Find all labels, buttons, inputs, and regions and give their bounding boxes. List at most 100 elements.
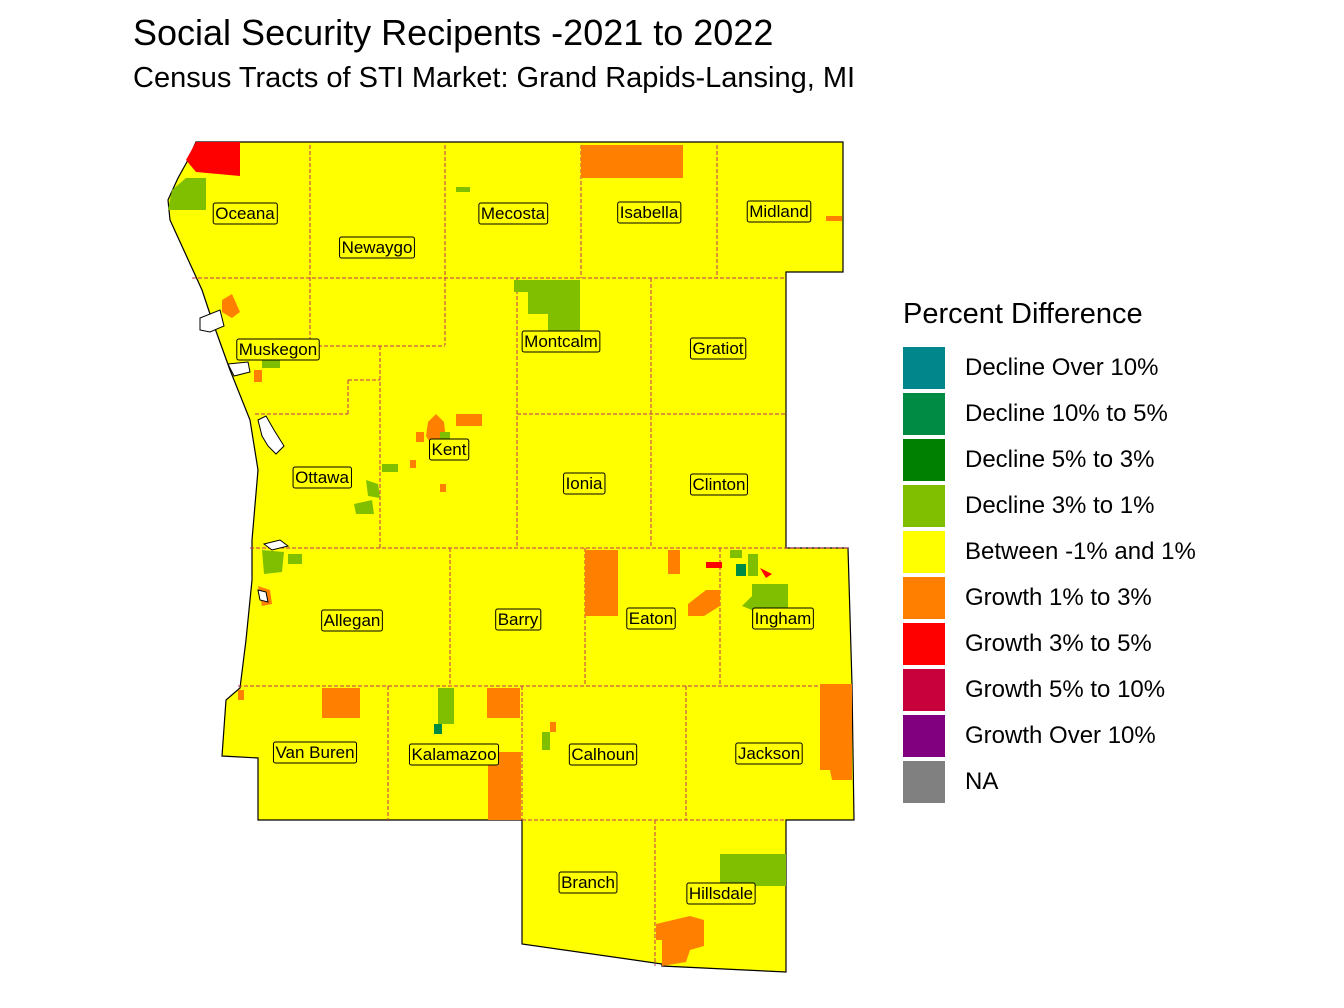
lake <box>227 361 251 377</box>
svg-text:Newaygo: Newaygo <box>342 238 413 257</box>
legend-item: Growth 5% to 10% <box>903 667 1196 713</box>
county-label-calhoun: Calhoun <box>568 743 638 766</box>
legend-item: Growth 3% to 5% <box>903 621 1196 667</box>
county-label-mecosta: Mecosta <box>478 202 549 225</box>
tract-growth-3-5 <box>186 142 240 176</box>
svg-text:Midland: Midland <box>749 202 809 221</box>
county-label-barry: Barry <box>495 608 542 631</box>
svg-text:Gratiot: Gratiot <box>692 339 743 358</box>
legend-swatch <box>903 393 945 435</box>
svg-text:Hillsdale: Hillsdale <box>689 884 753 903</box>
svg-text:Mecosta: Mecosta <box>481 204 546 223</box>
legend-label: Growth 1% to 3% <box>965 584 1152 611</box>
county-label-branch: Branch <box>558 871 618 894</box>
county-labels: Oceana Newaygo Mecosta Isabella Midland Muske… <box>212 200 814 905</box>
tract-growth-1-3 <box>581 145 683 178</box>
tract-growth-1-3 <box>416 432 424 442</box>
map-subtitle: Census Tracts of STI Market: Grand Rapid… <box>133 62 856 94</box>
tract-growth-1-3 <box>440 484 446 492</box>
tract-growth-1-3 <box>222 294 240 318</box>
legend-swatch <box>903 669 945 711</box>
county-label-hillsdale: Hillsdale <box>686 882 756 905</box>
lake <box>262 539 290 551</box>
tract-decline-3-1 <box>748 554 758 576</box>
svg-text:Montcalm: Montcalm <box>524 332 598 351</box>
tract-growth-1-3 <box>487 688 520 718</box>
tract-growth-3-5 <box>760 568 772 578</box>
tract-decline-3-1 <box>354 500 374 514</box>
county-label-gratiot: Gratiot <box>689 337 747 360</box>
tract-growth-1-3 <box>322 688 360 718</box>
tract-decline-3-1 <box>288 554 302 564</box>
tract-decline-3-1 <box>514 280 580 338</box>
water-bodies <box>199 309 290 603</box>
legend-swatch <box>903 761 945 803</box>
svg-text:Branch: Branch <box>561 873 615 892</box>
tract-growth-1-3 <box>668 550 680 574</box>
county-label-muskegon: Muskegon <box>236 338 320 361</box>
legend-label: Decline 3% to 1% <box>965 492 1155 519</box>
map-title: Social Security Recipents -2021 to 2022 <box>133 12 774 53</box>
legend-item: Decline 3% to 1% <box>903 483 1196 529</box>
tract-decline-3-1 <box>720 854 786 886</box>
lake <box>199 309 225 333</box>
county-label-clinton: Clinton <box>690 473 748 496</box>
legend-label: Growth 5% to 10% <box>965 676 1166 703</box>
legend-swatch <box>903 347 945 389</box>
svg-text:Barry: Barry <box>498 610 539 629</box>
legend-item: NA <box>903 759 1196 805</box>
tract-decline-3-1 <box>438 688 454 724</box>
legend-swatch <box>903 577 945 619</box>
svg-text:Allegan: Allegan <box>324 611 381 630</box>
legend-title: Percent Difference <box>903 298 1143 330</box>
county-label-ingham: Ingham <box>752 607 814 630</box>
choropleth-map: Oceana Newaygo Mecosta Isabella Midland Muske… <box>167 141 855 973</box>
county-label-montcalm: Montcalm <box>521 330 601 353</box>
svg-text:Eaton: Eaton <box>629 609 673 628</box>
tract-growth-1-3 <box>826 216 842 221</box>
legend-label: Growth Over 10% <box>965 722 1156 749</box>
tract-growth-1-3 <box>410 460 416 468</box>
legend-item: Decline 10% to 5% <box>903 391 1196 437</box>
svg-text:Kent: Kent <box>432 440 467 459</box>
legend-label: Decline 5% to 3% <box>965 446 1155 473</box>
tract-growth-1-3 <box>456 414 482 426</box>
svg-text:Calhoun: Calhoun <box>571 745 634 764</box>
legend-swatch <box>903 623 945 665</box>
lake <box>257 589 269 603</box>
svg-text:Kalamazoo: Kalamazoo <box>411 745 496 764</box>
tract-growth-3-5 <box>706 562 722 568</box>
svg-text:Van Buren: Van Buren <box>275 743 354 762</box>
county-label-kent: Kent <box>429 438 470 461</box>
tract-decline-10-5 <box>434 724 442 734</box>
tract-decline-3-1 <box>440 432 450 442</box>
lake <box>257 415 285 455</box>
county-label-eaton: Eaton <box>626 607 676 630</box>
svg-text:Clinton: Clinton <box>693 475 746 494</box>
legend-items: Decline Over 10% Decline 10% to 5% Decline… <box>903 345 1196 805</box>
legend-swatch <box>903 715 945 757</box>
legend-label: Decline 10% to 5% <box>965 400 1168 427</box>
county-label-newaygo: Newaygo <box>339 236 415 259</box>
svg-text:Ingham: Ingham <box>755 609 812 628</box>
legend-item: Growth Over 10% <box>903 713 1196 759</box>
tract-decline-3-1 <box>542 732 550 750</box>
county-label-ionia: Ionia <box>563 472 606 495</box>
tract-growth-1-3 <box>656 916 704 966</box>
county-label-oceana: Oceana <box>212 202 278 225</box>
legend-label: Growth 3% to 5% <box>965 630 1152 657</box>
county-label-van-buren: Van Buren <box>272 741 358 764</box>
tract-decline-3-1 <box>262 550 284 574</box>
county-label-jackson: Jackson <box>735 742 803 765</box>
svg-text:Isabella: Isabella <box>620 203 679 222</box>
tract-decline-10-5 <box>736 564 746 576</box>
svg-text:Ottawa: Ottawa <box>295 468 349 487</box>
tract-decline-3-1 <box>730 550 742 558</box>
svg-text:Ionia: Ionia <box>566 474 603 493</box>
county-label-allegan: Allegan <box>321 609 383 632</box>
svg-text:Muskegon: Muskegon <box>239 340 317 359</box>
tract-growth-1-3 <box>820 684 852 780</box>
tract-growth-1-3 <box>688 590 720 616</box>
legend-swatch <box>903 439 945 481</box>
legend-label: Between -1% and 1% <box>965 538 1196 565</box>
